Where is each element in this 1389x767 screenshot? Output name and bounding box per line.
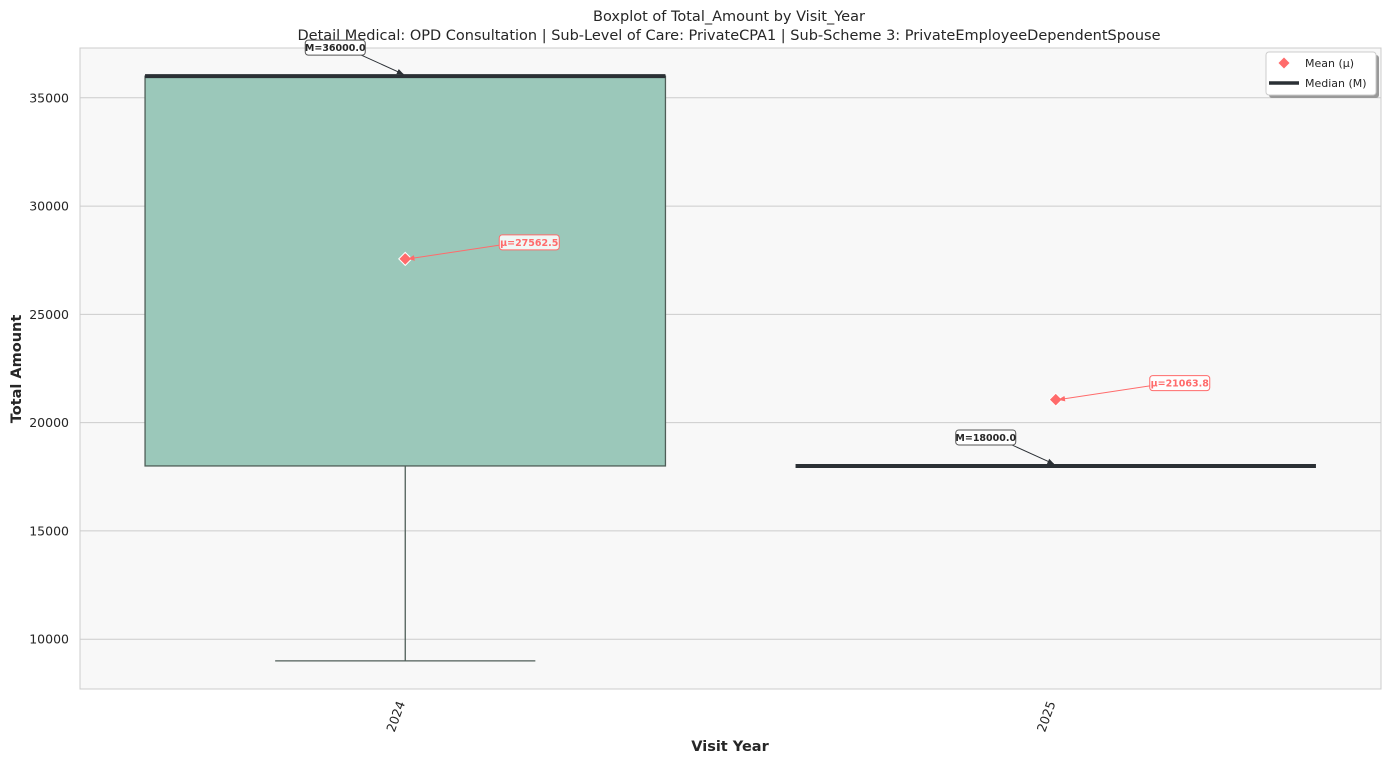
mean-label-box [498,234,560,251]
x-axis-label: Visit Year [691,739,769,755]
legend: Mean (μ) Median (M) [1265,51,1379,98]
median-arrow [359,53,404,75]
boxes-layer [144,74,1316,662]
median-label-box [304,39,366,56]
legend-items: Mean (μ) Median (M) [1269,57,1367,90]
y-tick-label: 30000 [29,199,69,214]
mean-arrow [1058,385,1152,402]
x-tick-label: 2024 [383,699,408,734]
x-tick-label: 2025 [1034,699,1059,734]
y-axis-label: Total Amount [9,315,25,424]
legend-mean-marker [1278,57,1290,69]
mean-label: μ=21063.8 [1151,379,1210,390]
chart-subtitle: Detail Medical: OPD Consultation | Sub-L… [297,28,1160,44]
median-label-box [955,429,1017,446]
mean-label-box [1149,375,1211,392]
legend-label: Mean (μ) [1305,57,1354,70]
y-tick-label: 10000 [29,632,69,647]
ticks-layer: 10000 15000 20000 25000 30000 35000 2024 2025 [29,90,1058,734]
annotations-layer: M=36000.0 μ=27562.5 M=18000.0 μ=21063.8 [304,39,1211,465]
y-tick-label: 25000 [29,307,69,322]
y-tick-label: 15000 [29,523,69,538]
median-arrow [1009,443,1055,465]
chart-title: Boxplot of Total_Amount by Visit_Year [593,9,865,25]
mean-arrow [407,244,502,261]
legend-label: Median (M) [1305,77,1367,90]
y-tick-label: 35000 [29,90,69,105]
box-body [144,75,667,467]
y-tick-label: 20000 [29,415,69,430]
mean-label: μ=27562.5 [500,238,558,249]
median-label: M=18000.0 [955,433,1016,444]
median-label: M=36000.0 [305,43,366,54]
